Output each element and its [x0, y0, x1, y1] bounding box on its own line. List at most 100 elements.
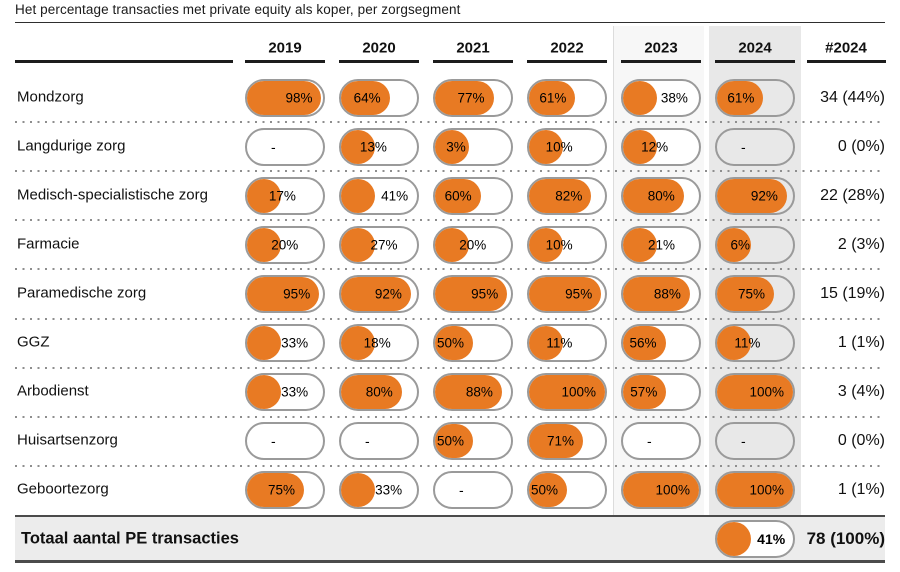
pill-value: -	[647, 433, 652, 450]
pill-value: -	[741, 138, 746, 155]
percentage-pill: 33%	[245, 324, 325, 363]
pill-value: -	[271, 433, 276, 450]
table-row: Farmacie 20% 27% 20% 10% 21% 6% 2 (3%)	[15, 220, 885, 271]
table-row: Paramedische zorg 95% 92% 95% 95% 88% 75% 15 (1…	[15, 269, 885, 320]
total-row-label: Totaal aantal PE transacties	[21, 529, 239, 547]
percentage-pill: 27%	[339, 225, 419, 264]
percentage-pill: 38%	[621, 78, 701, 117]
percentage-pill: -	[433, 471, 513, 510]
percentage-pill: 6%	[715, 225, 795, 264]
pill-fill	[341, 129, 375, 164]
pill-value: 33%	[281, 384, 309, 400]
pill-value: 27%	[370, 237, 398, 253]
pill-fill	[529, 178, 592, 213]
pill-value: 61%	[727, 90, 755, 106]
percentage-pill: 17%	[245, 176, 325, 215]
pill-fill	[717, 473, 793, 508]
percentage-pill: 92%	[339, 274, 419, 313]
pill-fill	[435, 276, 508, 311]
pill-value: 10%	[545, 237, 573, 253]
pill-fill	[247, 80, 322, 115]
pill-fill	[435, 80, 494, 115]
pill-value: 10%	[545, 139, 573, 155]
pill-fill	[529, 227, 563, 262]
percentage-pill: 11%	[527, 324, 607, 363]
pill-value: 17%	[268, 188, 296, 204]
pill-fill	[529, 424, 583, 459]
percentage-pill: 61%	[527, 78, 607, 117]
pill-fill	[717, 227, 751, 262]
percentage-pill: 100%	[715, 471, 795, 510]
column-header-2019: 2019	[268, 39, 302, 57]
pill-fill	[623, 473, 699, 508]
pill-value: 21%	[647, 237, 675, 253]
pill-fill	[623, 80, 657, 115]
percentage-pill: 3%	[433, 127, 513, 166]
count-2024-value: 2 (3%)	[837, 235, 885, 253]
percentage-pill: 57%	[621, 373, 701, 412]
table-row: Arbodienst 33% 80% 88% 100% 57% 100% 3 (4%)	[15, 368, 885, 418]
segment-label: Huisartsenzorg	[17, 431, 118, 449]
segment-label: Paramedische zorg	[17, 284, 147, 302]
pill-value: 64%	[353, 90, 381, 106]
percentage-pill: 71%	[527, 422, 607, 461]
pill-fill	[341, 80, 390, 115]
pill-value: 3%	[446, 139, 466, 155]
pill-value: 12%	[641, 139, 669, 155]
percentage-pill: -	[339, 422, 419, 461]
pill-value: -	[271, 138, 276, 155]
percentage-pill: 50%	[433, 422, 513, 461]
pill-value: 38%	[660, 90, 688, 106]
table-row: GGZ 33% 18% 50% 11% 56% 11% 1 (1%)	[15, 319, 885, 369]
count-column-underline	[807, 60, 886, 63]
pill-fill	[247, 326, 281, 361]
percentage-pill: 50%	[527, 471, 607, 510]
pill-value: 82%	[555, 188, 583, 204]
percentage-pill: 77%	[433, 78, 513, 117]
percentage-pill: 10%	[527, 225, 607, 264]
percentage-pill: 80%	[339, 373, 419, 412]
percentage-pill: 20%	[433, 225, 513, 264]
pill-value: 11%	[546, 335, 573, 351]
segment-label: Geboortezorg	[17, 481, 109, 499]
pill-value: 57%	[630, 384, 658, 400]
pill-value: 71%	[546, 433, 574, 449]
pill-fill	[717, 326, 751, 361]
pill-fill	[717, 276, 774, 311]
percentage-pill: 80%	[621, 176, 701, 215]
pill-fill	[529, 473, 567, 508]
pill-fill	[247, 375, 281, 410]
percentage-pill: -	[245, 127, 325, 166]
pill-fill	[341, 326, 375, 361]
percentage-pill: -	[621, 422, 701, 461]
segment-label: Arbodienst	[17, 382, 89, 400]
pill-fill	[247, 276, 320, 311]
percentage-pill: 95%	[245, 274, 325, 313]
pill-value: 33%	[375, 482, 403, 498]
pill-fill	[529, 375, 605, 410]
percentage-pill: 20%	[245, 225, 325, 264]
count-2024-value: 1 (1%)	[837, 334, 885, 352]
column-header-2023: 2023	[644, 39, 678, 57]
percentage-pill: 88%	[433, 373, 513, 412]
percentage-pill: 56%	[621, 324, 701, 363]
column-header-2024: 2024	[738, 39, 772, 57]
pill-value: 92%	[750, 188, 778, 204]
total-count-value: 78 (100%)	[806, 528, 885, 548]
pill-fill	[717, 521, 751, 556]
table-row: Geboortezorg 75% 33% - 50% 100% 100% 1 (1%)	[15, 466, 885, 515]
pill-fill	[435, 375, 502, 410]
pill-value: 95%	[283, 286, 311, 302]
percentage-pill: 33%	[245, 373, 325, 412]
chart-title: Het percentage transacties met private e…	[15, 2, 461, 17]
percentage-pill: 21%	[621, 225, 701, 264]
count-2024-value: 3 (4%)	[837, 383, 885, 401]
pill-value: 50%	[436, 335, 464, 351]
segment-label: GGZ	[17, 333, 50, 351]
count-2024-value: 34 (44%)	[820, 88, 885, 106]
percentage-pill: 92%	[715, 176, 795, 215]
segment-label: Langdurige zorg	[17, 137, 126, 155]
pill-fill	[529, 129, 563, 164]
pill-value: 20%	[271, 237, 299, 253]
pill-value: 100%	[749, 482, 784, 498]
